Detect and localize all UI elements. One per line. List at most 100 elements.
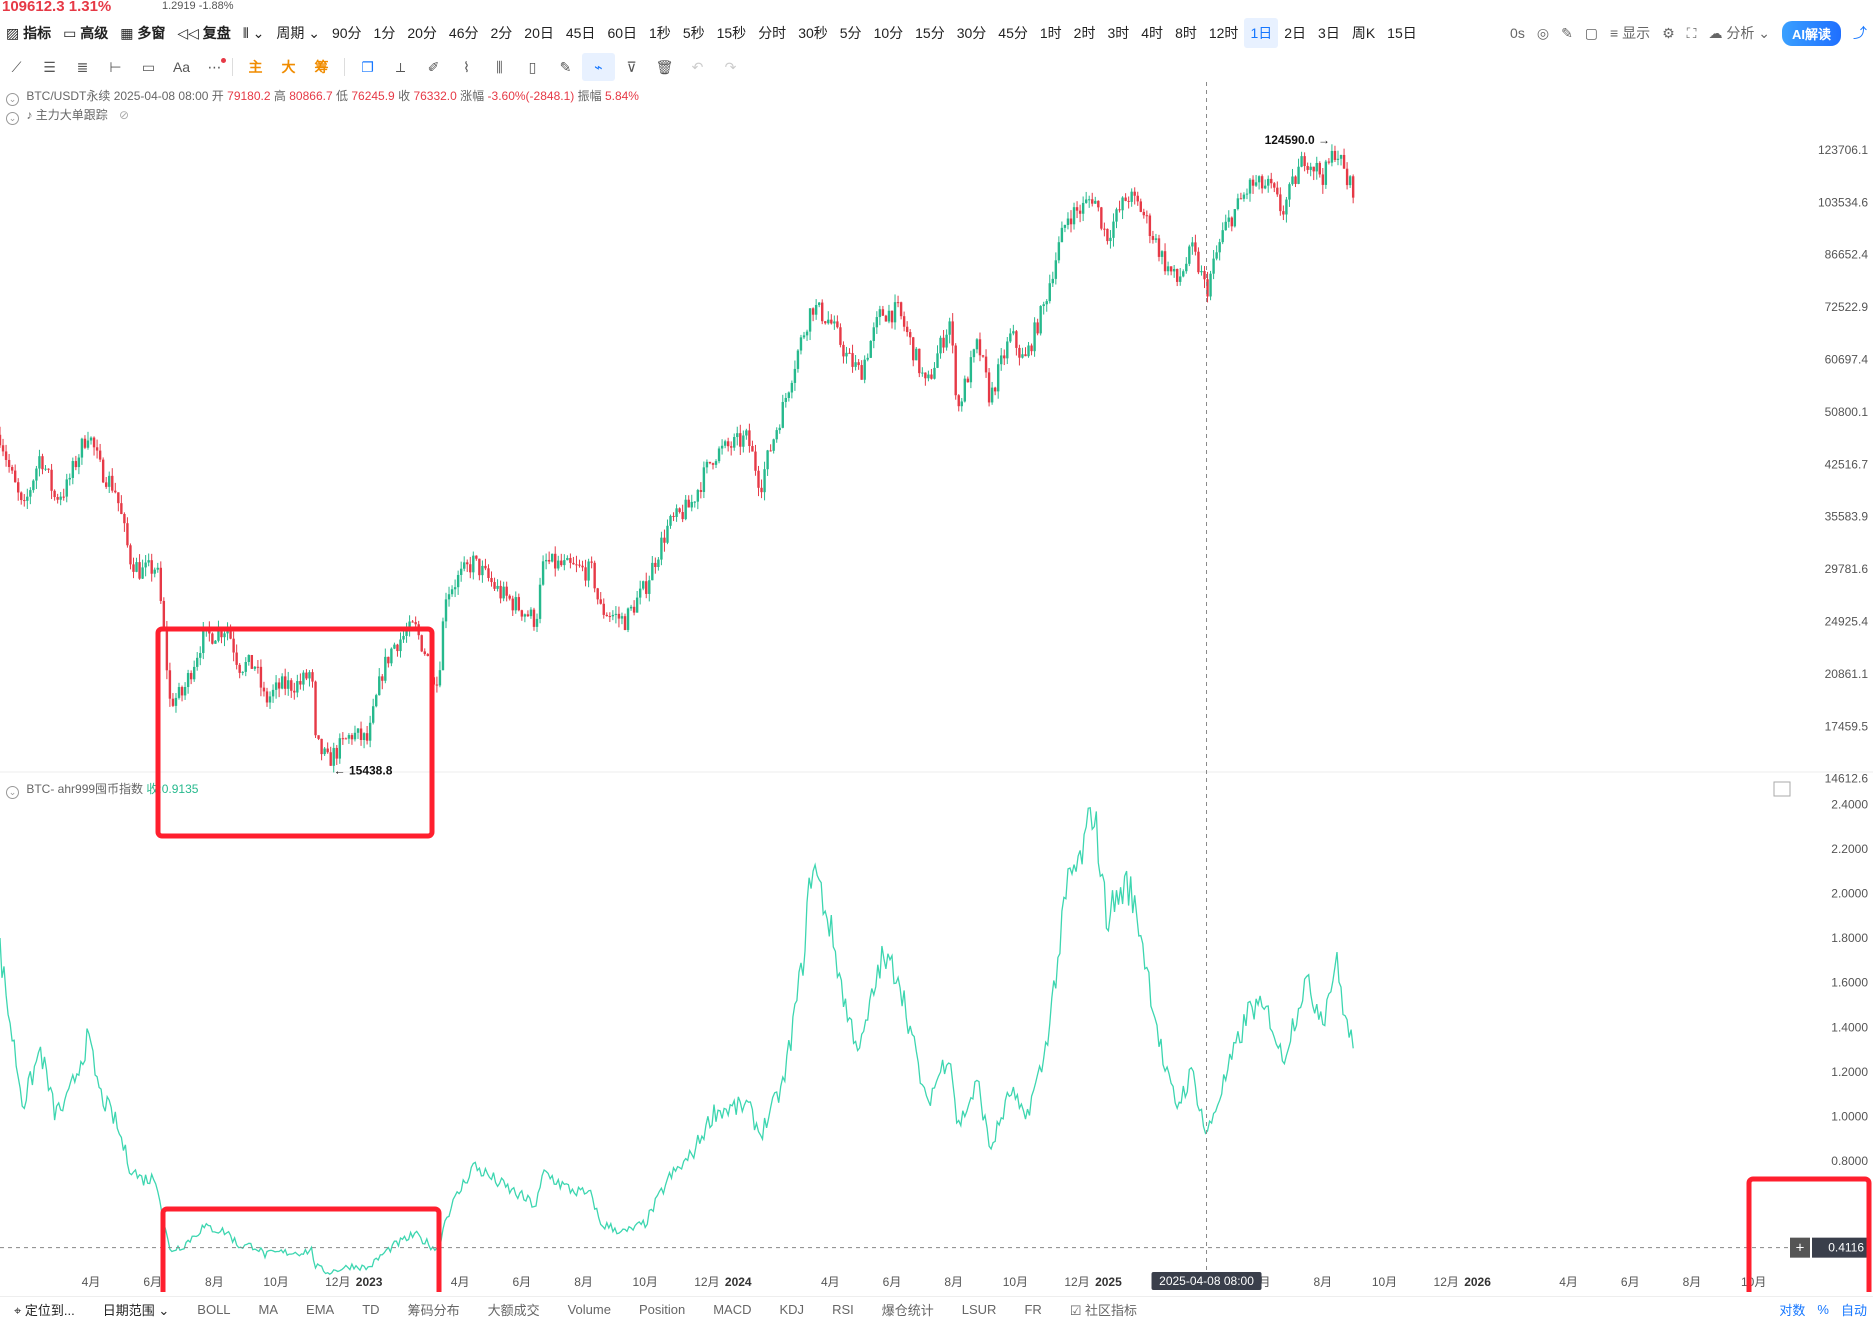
bottom-9-button[interactable]: Position [638, 1301, 686, 1317]
bottom-8-button[interactable]: Volume [567, 1301, 611, 1317]
bottom-0-button[interactable]: ⌖ 定位到... [14, 1302, 75, 1318]
ruler-icon[interactable]: ⟂ [395, 58, 406, 75]
bottom-7-button[interactable]: 大额成交 [487, 1302, 540, 1318]
bottom-5-button[interactable]: TD [362, 1301, 380, 1317]
period-指标-button[interactable]: ▨ 指标 [6, 25, 52, 41]
ahr-axis-tick: 1.8000 [1831, 931, 1868, 945]
period-30秒-button[interactable]: 30秒 [798, 25, 828, 41]
period-分时-button[interactable]: 分时 [758, 25, 787, 41]
main-icon[interactable]: 主 [248, 59, 263, 75]
trash-icon[interactable]: 🗑 [655, 58, 674, 75]
candle-body [1081, 202, 1085, 214]
line-icon[interactable]: ⟋ [11, 58, 22, 75]
hline-icon[interactable]: ⊢ [109, 58, 122, 75]
analysis-button[interactable]: ☁ 分析 ⌄ [1708, 25, 1770, 41]
candle-body [878, 309, 882, 318]
period-4时-button[interactable]: 4时 [1141, 25, 1164, 41]
period-15秒-button[interactable]: 15秒 [716, 25, 747, 41]
text-icon[interactable]: Aa [172, 59, 191, 75]
period-chart-type-button[interactable]: ⫴ ⌄ [242, 24, 265, 41]
period-3日-button[interactable]: 3日 [1318, 25, 1340, 41]
pattern-icon[interactable]: ⫼ [496, 58, 503, 75]
period-3时-button[interactable]: 3时 [1107, 25, 1130, 41]
bottom-1-button[interactable]: 日期范围 ⌄ [102, 1302, 170, 1318]
period-2时-button[interactable]: 2时 [1073, 25, 1096, 41]
bottom-10-button[interactable]: MACD [713, 1301, 752, 1317]
period-45分-button[interactable]: 45分 [998, 25, 1028, 41]
scale-1-button[interactable]: % [1817, 1301, 1829, 1317]
scale-0-button[interactable]: 对数 [1779, 1302, 1806, 1318]
period-8时-button[interactable]: 8时 [1175, 25, 1197, 41]
bottom-14-button[interactable]: LSUR [961, 1301, 997, 1317]
bottom-12-button[interactable]: RSI [832, 1301, 854, 1317]
period-复盘-button[interactable]: ◁◁ 复盘 [177, 25, 231, 41]
redo-icon[interactable]: ↷ [724, 58, 737, 75]
bottom-16-button[interactable]: ☑ 社区指标 [1069, 1302, 1138, 1318]
period-1分-button[interactable]: 1分 [373, 25, 396, 41]
candle-body [371, 706, 375, 723]
period-多窗-button[interactable]: ▦ 多窗 [120, 25, 166, 41]
period-12时-button[interactable]: 12时 [1208, 25, 1239, 41]
collapse-icon[interactable]: ⌄ [6, 112, 19, 125]
seconds-button[interactable]: 0s [1510, 25, 1525, 41]
measure-icon[interactable]: ▯ [528, 58, 537, 75]
lock-icon[interactable]: ✎ [559, 58, 572, 75]
bottom-2-button[interactable]: BOLL [197, 1301, 231, 1317]
share-icon[interactable]: ⤴ [1853, 25, 1867, 41]
period-高级-button[interactable]: ▭ 高级 [63, 25, 109, 41]
chip-icon[interactable]: 筹 [314, 59, 329, 75]
period-60日-button[interactable]: 60日 [607, 25, 638, 41]
period-周K-button[interactable]: 周K [1351, 25, 1376, 41]
bottom-4-button[interactable]: EMA [306, 1301, 335, 1317]
copy-icon[interactable]: ❐ [361, 58, 374, 75]
scale-2-button[interactable]: 自动 [1840, 1302, 1867, 1318]
filter-icon[interactable]: ⊽ [626, 58, 637, 75]
period-20分-button[interactable]: 20分 [407, 25, 437, 41]
camera-button[interactable]: ◎ [1536, 24, 1550, 41]
undo-icon[interactable]: ↶ [691, 58, 704, 75]
settings-button[interactable]: ⚙ [1662, 24, 1675, 41]
legend-amp-label: 振幅 [577, 89, 602, 103]
period-30分-button[interactable]: 30分 [956, 25, 987, 41]
eye-off-icon[interactable]: ⊘ [119, 108, 130, 122]
period-46分-button[interactable]: 46分 [448, 25, 479, 41]
bottom-3-button[interactable]: MA [258, 1301, 279, 1317]
period-15分-button[interactable]: 15分 [915, 25, 945, 41]
pen-icon[interactable]: ⌇ [463, 58, 470, 75]
fib-icon[interactable]: ✐ [427, 58, 440, 75]
period-1时-button[interactable]: 1时 [1039, 25, 1062, 41]
bottom-11-button[interactable]: KDJ [779, 1301, 805, 1317]
candle-body [760, 487, 763, 493]
big-icon[interactable]: 大 [281, 59, 296, 75]
period-1日-button[interactable]: 1日 [1244, 18, 1279, 48]
fullscreen-button[interactable]: ⛶ [1686, 24, 1697, 41]
bottom-15-button[interactable]: FR [1024, 1301, 1042, 1317]
period-2分-button[interactable]: 2分 [490, 25, 513, 41]
channel-icon[interactable]: ≣ [76, 58, 89, 75]
period-周期-button[interactable]: 周期 ⌄ [276, 25, 320, 41]
more-icon[interactable]: ⋯ [207, 58, 222, 75]
period-5分-button[interactable]: 5分 [839, 25, 862, 41]
period-1秒-button[interactable]: 1秒 [649, 25, 671, 41]
candle-body [350, 735, 354, 740]
pen-button[interactable]: ✎ [1561, 24, 1573, 41]
collapse-icon[interactable]: ⌄ [6, 93, 19, 106]
display-button[interactable]: ≡ 显示 [1610, 25, 1651, 41]
layout-button[interactable]: ▢ [1584, 24, 1599, 41]
period-45日-button[interactable]: 45日 [565, 25, 596, 41]
period-5秒-button[interactable]: 5秒 [682, 25, 705, 41]
period-15日-button[interactable]: 15日 [1387, 25, 1417, 41]
parallel-icon[interactable]: ☰ [43, 58, 56, 75]
collapse-icon[interactable]: ⌄ [6, 786, 19, 799]
chart-canvas[interactable]: 14612.6 17459.5 20861.1 24925.4 29781.6 35583… [0, 82, 1873, 1292]
rect-icon[interactable]: ▭ [141, 58, 156, 75]
bottom-13-button[interactable]: 爆仓统计 [881, 1302, 934, 1318]
period-20日-button[interactable]: 20日 [524, 25, 554, 41]
magnet-icon[interactable]: ⌁ [582, 53, 615, 81]
period-10分-button[interactable]: 10分 [873, 25, 904, 41]
period-90分-button[interactable]: 90分 [331, 25, 362, 41]
candle-body [654, 562, 657, 567]
bottom-6-button[interactable]: 筹码分布 [407, 1302, 460, 1318]
ai-read-button[interactable]: AI解读 [1781, 20, 1841, 46]
period-2日-button[interactable]: 2日 [1284, 25, 1307, 41]
